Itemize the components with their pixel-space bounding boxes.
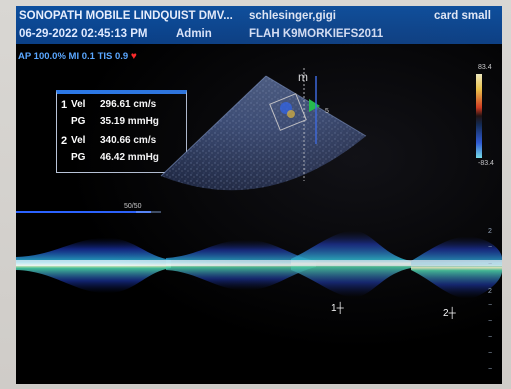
velocity-label: Vel bbox=[71, 99, 86, 110]
trace-marker-2: 2┼ bbox=[443, 308, 456, 319]
axis-tick: 2 bbox=[488, 288, 492, 295]
trace-marker-number: 1 bbox=[331, 303, 337, 314]
velocity-value: 296.61 cm/s bbox=[100, 99, 157, 110]
measurement-index: 1 bbox=[61, 99, 68, 111]
mode-letter: m bbox=[298, 70, 308, 84]
operator-name: Admin bbox=[176, 28, 212, 40]
preset-name: card small bbox=[434, 10, 491, 22]
velocity-label: Vel bbox=[71, 135, 86, 146]
pressure-gradient-label: PG bbox=[71, 116, 86, 127]
practice-name: SONOPATH MOBILE LINDQUIST DMV... bbox=[19, 10, 233, 22]
header-bar: SONOPATH MOBILE LINDQUIST DMV... schlesi… bbox=[16, 6, 502, 44]
acoustic-status-text: AP 100.0% MI 0.1 TIS 0.9 bbox=[18, 51, 129, 62]
sweep-label: 50/50 bbox=[124, 203, 142, 210]
measurement-box: 1 Vel 296.61 cm/s PG 35.19 mmHg 2 Vel 34… bbox=[56, 90, 187, 173]
spectral-waveform bbox=[16, 230, 502, 299]
pressure-gradient-label: PG bbox=[71, 152, 86, 163]
color-velocity-scale bbox=[476, 74, 482, 158]
pressure-gradient-value: 35.19 mmHg bbox=[100, 116, 159, 127]
ultrasound-screen: SONOPATH MOBILE LINDQUIST DMV... schlesi… bbox=[16, 6, 502, 384]
axis-tick: − bbox=[488, 334, 493, 341]
measurement-row: PG 35.19 mmHg bbox=[57, 114, 186, 130]
depth-mark: 5 bbox=[325, 108, 329, 115]
measurement-row: 2 Vel 340.66 cm/s bbox=[57, 133, 186, 149]
trace-marker-1: 1┼ bbox=[331, 303, 344, 314]
measurement-index: 2 bbox=[61, 135, 68, 147]
cursor-cross-icon: ┼ bbox=[336, 303, 344, 314]
ultrasound-image-layer bbox=[16, 68, 502, 384]
cursor-cross-icon: ┼ bbox=[448, 308, 456, 319]
acoustic-status: AP 100.0% MI 0.1 TIS 0.9 ♥ bbox=[18, 51, 137, 62]
axis-tick: 2 bbox=[488, 228, 492, 235]
measurement-row: PG 46.42 mmHg bbox=[57, 150, 186, 166]
measurement-row: 1 Vel 296.61 cm/s bbox=[57, 97, 186, 113]
trace-marker-number: 2 bbox=[443, 308, 449, 319]
heart-icon: ♥ bbox=[130, 51, 137, 62]
color-scale-bottom-label: -83.4 bbox=[478, 160, 494, 167]
pressure-gradient-value: 46.42 mmHg bbox=[100, 152, 159, 163]
axis-tick: − bbox=[488, 302, 493, 309]
sector-image bbox=[160, 68, 367, 191]
axis-tick: − bbox=[488, 244, 493, 251]
patient-name: schlesinger,gigi bbox=[249, 10, 336, 22]
axis-tick: − bbox=[488, 366, 493, 373]
velocity-value: 340.66 cm/s bbox=[100, 135, 157, 146]
axis-tick: − bbox=[488, 318, 493, 325]
color-scale-top-label: 83.4 bbox=[478, 64, 492, 71]
axis-tick: − bbox=[488, 350, 493, 357]
exam-id: FLAH K9MORKIEFS2011 bbox=[249, 28, 384, 40]
axis-tick: − bbox=[488, 261, 493, 268]
exam-datetime: 06-29-2022 02:45:13 PM bbox=[19, 28, 148, 40]
